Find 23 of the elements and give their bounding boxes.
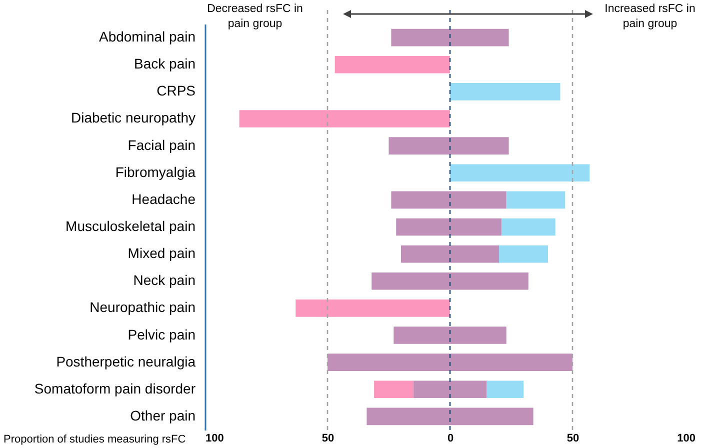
y-tick-label: Other pain — [130, 407, 196, 424]
y-tick-label: CRPS — [156, 82, 196, 99]
y-tick-label: Headache — [132, 190, 196, 207]
x-tick-label: 100 — [677, 432, 696, 444]
y-tick-label: Postherpetic neuralgia — [56, 353, 196, 370]
x-tick-label: 50 — [566, 432, 580, 444]
y-tick-label: Fibromyalgia — [115, 164, 196, 180]
y-tick-label: Somatoform pain disorder — [34, 380, 196, 396]
y-tick-label: Abdominal pain — [98, 28, 196, 45]
x-tick-label: 100 — [206, 432, 224, 444]
x-tick-label: 50 — [322, 432, 334, 444]
y-tick-label: Diabetic neuropathy — [70, 110, 196, 126]
x-axis-title: Proportion of studies measuring rsFC — [4, 434, 186, 446]
x-tick-label: 0 — [447, 432, 454, 444]
y-tick-label: Facial pain — [128, 136, 196, 153]
y-tick-label: Musculoskeletal pain — [66, 218, 196, 234]
annotation: Decreased rsFC in pain group — [207, 3, 303, 30]
annotation: Increased rsFC in pain group — [604, 3, 696, 30]
y-tick-label: Back pain — [134, 56, 196, 72]
y-tick-label: Pelvic pain — [128, 326, 196, 342]
y-tick-label: Mixed pain — [128, 245, 196, 262]
y-tick-label: Neck pain — [133, 272, 196, 288]
y-tick-label: Neuropathic pain — [90, 299, 196, 316]
